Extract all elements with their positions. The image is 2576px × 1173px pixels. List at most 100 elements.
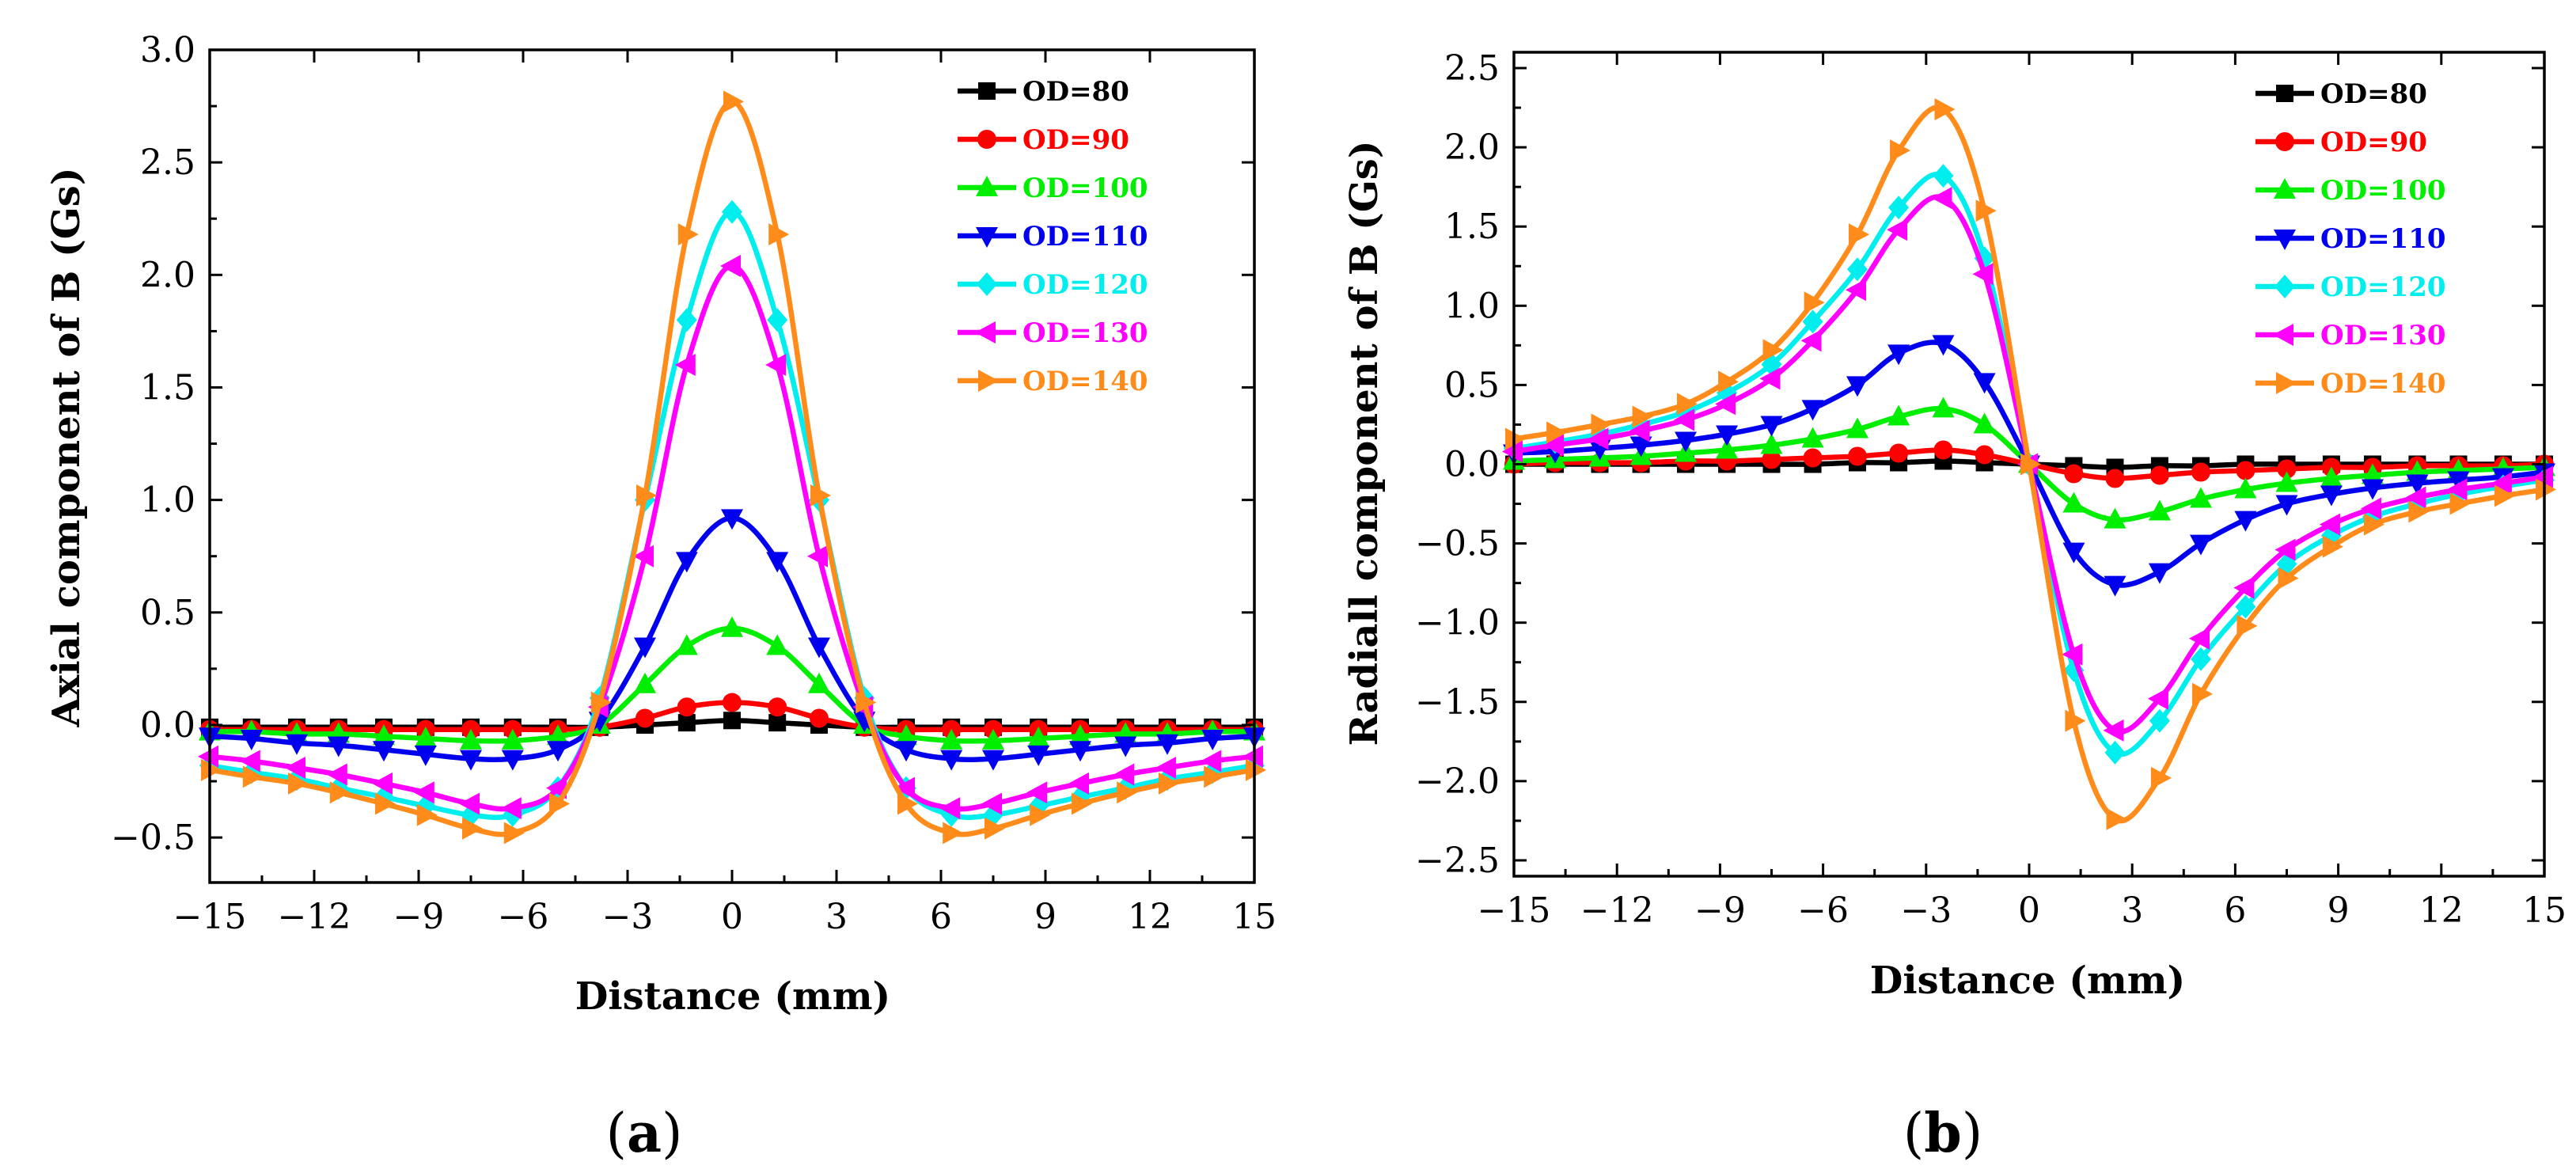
legend-item-b-5: OD=130 (2255, 320, 2446, 351)
data-point-a-5-4 (372, 772, 393, 795)
x-tick-label-b-4: −3 (1900, 890, 1952, 931)
y-tick-label-b-0: −2.5 (1415, 841, 1500, 881)
series-group-a (198, 90, 1266, 845)
data-point-a-2-8 (547, 724, 569, 746)
data-point-a-5-14 (807, 545, 828, 568)
data-point-b-6-20 (2364, 513, 2384, 536)
legend-label-b-5: OD=130 (2320, 320, 2446, 351)
legend-item-b-0: OD=80 (2255, 78, 2427, 110)
data-point-a-5-23 (1201, 750, 1222, 773)
data-point-b-1-13 (2064, 464, 2084, 484)
legend-label-a-2: OD=100 (1022, 173, 1148, 204)
legend-a: OD=80 OD=90 OD=100 OD=110 OD=120 OD=130 OD=140 (958, 76, 1148, 397)
data-point-b-3-18 (2275, 495, 2298, 516)
data-point-b-5-2 (1588, 427, 1609, 450)
data-point-b-6-5 (1718, 370, 1739, 393)
data-point-b-2-11 (1973, 412, 1996, 434)
data-point-a-3-13 (766, 552, 789, 573)
data-point-b-3-5 (1716, 425, 1739, 446)
data-point-a-2-10 (634, 672, 656, 693)
legend-marker-b-0 (2276, 85, 2293, 102)
y-tick-label-b-5: 0.0 (1444, 445, 1500, 485)
data-point-a-6-22 (1159, 772, 1179, 795)
legend-item-b-6: OD=140 (2255, 368, 2446, 400)
data-point-b-6-1 (1546, 421, 1568, 444)
data-point-a-5-6 (459, 792, 480, 815)
data-point-b-6-2 (1591, 413, 1612, 436)
data-point-b-6-21 (2408, 500, 2430, 523)
legend-label-a-1: OD=90 (1022, 124, 1129, 156)
data-point-b-6-10 (1934, 98, 1956, 121)
y-tick-label-a-0: −0.5 (111, 818, 195, 858)
data-point-b-1-11 (1975, 445, 1994, 465)
data-point-a-3-6 (460, 750, 482, 771)
legend-label-b-3: OD=110 (2320, 223, 2446, 255)
data-point-a-2-19 (1027, 727, 1050, 748)
data-point-b-3-11 (1973, 373, 1996, 394)
data-point-a-1-10 (635, 708, 654, 728)
data-point-a-5-3 (326, 763, 347, 786)
data-point-b-5-3 (1629, 419, 1650, 442)
data-point-a-6-0 (201, 758, 222, 781)
data-point-b-1-15 (2149, 465, 2169, 485)
legend-item-b-3: OD=110 (2255, 223, 2446, 255)
x-tick-label-a-1: −12 (278, 897, 351, 937)
data-point-b-2-16 (2190, 487, 2212, 508)
data-point-a-6-6 (462, 817, 483, 840)
legend-marker-a-5 (975, 321, 996, 344)
data-point-b-2-15 (2148, 499, 2171, 521)
data-point-b-5-21 (2405, 486, 2426, 509)
data-point-a-3-19 (1027, 745, 1050, 766)
data-point-b-2-9 (1887, 404, 1910, 426)
data-point-b-3-19 (2320, 485, 2343, 507)
data-point-b-2-13 (2062, 492, 2085, 513)
y-axis-title-b: Radiall component of B (Gs) (1342, 140, 1387, 746)
legend-label-a-0: OD=80 (1022, 76, 1129, 108)
data-point-b-6-0 (1505, 427, 1526, 450)
x-tick-label-b-8: 9 (2328, 890, 2350, 931)
data-point-b-4-7 (1802, 309, 1823, 334)
x-tick-label-b-0: −15 (1478, 890, 1551, 931)
data-point-a-5-18 (981, 792, 1002, 815)
data-point-b-6-6 (1762, 339, 1784, 362)
data-point-a-5-11 (674, 354, 696, 377)
data-point-a-3-5 (414, 745, 437, 766)
data-point-a-6-13 (768, 223, 790, 246)
x-tick-label-a-5: 0 (721, 897, 743, 937)
data-point-a-5-22 (1155, 756, 1176, 779)
data-point-a-6-11 (677, 223, 699, 246)
data-point-a-6-2 (288, 772, 309, 795)
legend-marker-b-5 (2273, 324, 2293, 346)
data-point-a-6-20 (1072, 792, 1092, 815)
data-point-a-5-10 (633, 545, 654, 568)
data-point-b-1-6 (1762, 450, 1781, 469)
data-point-b-5-8 (1846, 279, 1866, 302)
data-point-b-2-6 (1760, 433, 1783, 454)
data-point-a-6-14 (810, 484, 831, 507)
legend-item-a-6: OD=140 (958, 366, 1148, 397)
data-point-a-2-11 (675, 634, 698, 655)
x-tick-label-b-1: −12 (1580, 890, 1654, 931)
data-point-a-6-7 (503, 822, 525, 845)
legend-item-a-5: OD=130 (958, 317, 1148, 349)
data-point-b-4-9 (1888, 196, 1910, 220)
data-point-b-5-10 (1931, 187, 1952, 210)
data-point-a-3-17 (940, 750, 963, 771)
data-point-b-6-11 (1975, 199, 1997, 222)
panel-label-a-letter: a (627, 1102, 662, 1165)
data-point-b-6-18 (2278, 567, 2299, 590)
data-point-a-3-23 (1201, 730, 1224, 751)
legend-item-b-4: OD=120 (2255, 271, 2446, 303)
y-tick-label-a-3: 1.0 (140, 480, 195, 521)
y-tick-label-a-6: 2.5 (140, 142, 195, 183)
legend-label-b-6: OD=140 (2320, 368, 2446, 400)
panel-label-a: (a) (605, 1102, 682, 1165)
x-tick-label-a-4: −3 (602, 897, 654, 937)
data-point-b-2-14 (2104, 507, 2126, 529)
y-axis-title-a: Axial component of B (Gs) (44, 167, 89, 727)
data-point-a-5-13 (765, 354, 787, 377)
data-point-a-0-11 (677, 714, 696, 732)
data-point-b-6-24 (2536, 478, 2556, 501)
x-tick-label-b-3: −6 (1797, 890, 1849, 931)
data-point-a-3-12 (721, 509, 743, 530)
